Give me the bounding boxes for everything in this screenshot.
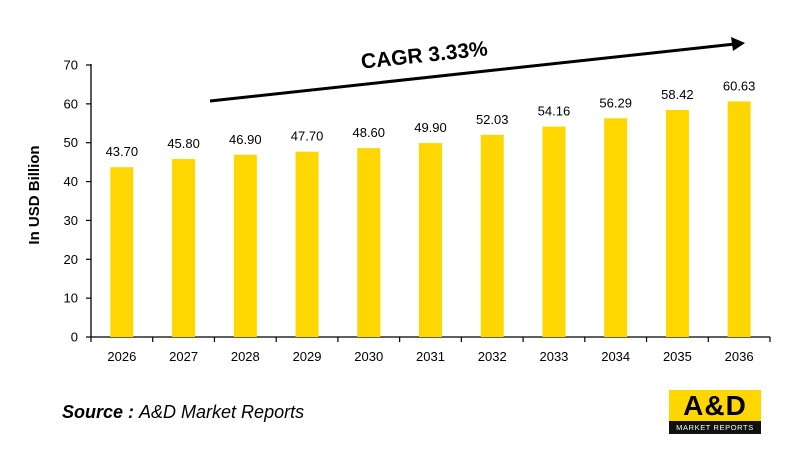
data-label: 52.03 [476,112,509,127]
bar [727,101,751,337]
data-labels: 43.70 45.80 46.90 47.70 48.60 49.90 52.03 54.16… [106,78,756,159]
x-tick-label: 2028 [231,349,260,364]
y-axis: 0 10 20 30 40 50 60 70 [64,58,92,345]
bar [357,148,381,337]
bar [233,154,257,337]
data-label: 58.42 [661,87,694,102]
x-tick-label: 2033 [539,349,568,364]
bar [419,143,442,337]
bar [604,118,628,338]
data-label: 46.90 [229,132,262,147]
bar [665,109,689,337]
source-name: A&D Market Reports [139,402,305,422]
x-tick-label: 2026 [107,349,136,364]
bar [480,134,504,337]
x-tick-label: 2032 [478,349,507,364]
y-tick-label: 50 [64,135,78,150]
data-label: 49.90 [414,120,447,135]
source-prefix: Source : [62,402,140,422]
bar [295,151,319,337]
bar [172,159,196,337]
x-tick-label: 2035 [663,349,692,364]
y-tick-label: 10 [64,291,78,306]
y-tick-label: 30 [64,213,78,228]
cagr-annotation: CAGR 3.33% [360,37,489,73]
x-tick-label: 2030 [354,349,383,364]
data-label: 48.60 [352,125,385,140]
cagr-trend-arrow [209,37,745,103]
data-label: 60.63 [723,78,756,93]
y-tick-label: 70 [64,58,78,73]
x-tick-label: 2031 [416,349,445,364]
bars [110,101,751,338]
bar [110,167,134,337]
data-label: 43.70 [106,144,139,159]
y-tick-label: 0 [71,330,78,345]
data-label: 47.70 [291,129,324,144]
y-tick-label: 20 [64,252,78,267]
x-axis: 2026 2027 2028 2029 2030 2031 2032 2033 2034 2035… [90,336,771,364]
x-tick-label: 2034 [601,349,630,364]
brand-logo: A&D MARKET REPORTS [669,390,761,434]
x-tick-label: 2027 [169,349,198,364]
bar [542,126,566,337]
x-tick-label: 2029 [293,349,322,364]
y-tick-label: 40 [64,174,78,189]
logo-tagline: MARKET REPORTS [669,421,761,434]
data-label: 54.16 [538,104,571,119]
y-tick-label: 60 [64,96,78,111]
y-axis-title: In USD Billion [26,145,43,244]
logo-mark: A&D [669,390,761,421]
x-tick-label: 2036 [725,349,754,364]
source-note: Source : A&D Market Reports [62,402,304,423]
data-label: 45.80 [167,136,200,151]
data-label: 56.29 [599,95,632,110]
